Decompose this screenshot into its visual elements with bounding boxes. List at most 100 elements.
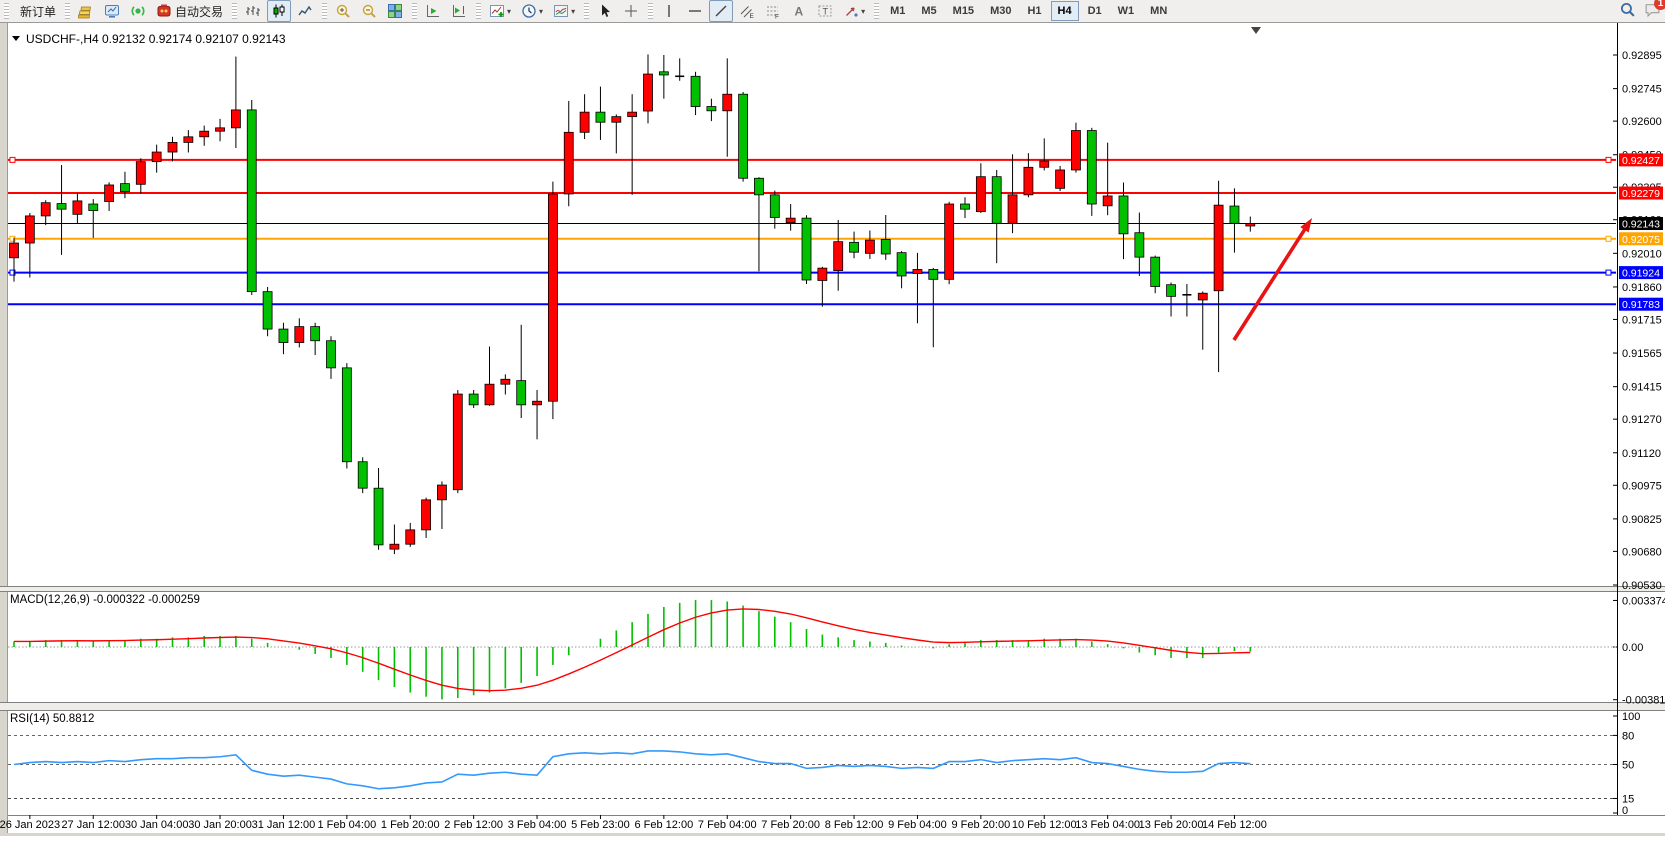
chart-shift-icon	[453, 5, 466, 17]
main-toolbar: 新订单 自动交易 ▾ ▾ ▾ E F A T ▾ M1 M5 M15 M30 H1 H4 D1 W1 MN 1	[0, 0, 1665, 23]
price-tick-label: 0.92010	[1622, 248, 1662, 260]
fibo-icon: F	[767, 6, 779, 20]
candle-body	[183, 136, 194, 143]
date-label: 5 Feb 23:00	[571, 819, 630, 831]
price-chart-canvas[interactable]: 0.928950.927450.926000.924500.923050.921…	[0, 23, 1665, 836]
chart-shift-button[interactable]	[447, 0, 471, 22]
price-tick-label: 0.91715	[1622, 314, 1662, 326]
accounts-button[interactable]	[100, 0, 124, 22]
tile-windows-icon	[388, 4, 403, 18]
candle-body	[40, 202, 51, 217]
search-button[interactable]	[1619, 1, 1636, 23]
bar-chart-button[interactable]	[241, 0, 265, 22]
date-label: 26 Jan 2023	[0, 819, 60, 831]
templates-button[interactable]: ▾	[549, 0, 579, 22]
candle-body	[1245, 223, 1256, 227]
line-handle[interactable]	[1605, 235, 1612, 242]
tf-H4-button[interactable]: H4	[1050, 1, 1079, 21]
trendline-button[interactable]	[709, 0, 734, 22]
toolbar-grip	[648, 3, 654, 19]
date-label: 30 Jan 20:00	[188, 819, 252, 831]
periods-button[interactable]: ▾	[517, 0, 547, 22]
candle-body	[801, 217, 812, 281]
candle-chart-icon	[273, 4, 285, 18]
candle-body	[912, 269, 923, 274]
price-badge	[1619, 217, 1663, 231]
zoom-out-button[interactable]	[357, 0, 381, 22]
candle-body	[722, 93, 733, 112]
chart-title: USDCHF-,H4 0.92132 0.92174 0.92107 0.921…	[26, 32, 286, 46]
trend-arrow-head[interactable]	[1300, 218, 1312, 233]
candle-body	[120, 183, 130, 193]
chat-button[interactable]: 1	[1644, 0, 1665, 23]
chart-menu-arrow-icon[interactable]	[12, 36, 20, 41]
gold-button[interactable]	[74, 0, 98, 22]
crosshair-button[interactable]	[619, 0, 643, 22]
shapes-icon	[846, 7, 858, 17]
candle-body	[1023, 166, 1034, 196]
tf-M30-button[interactable]: M30	[990, 5, 1012, 17]
tf-W1-button[interactable]: W1	[1117, 5, 1135, 17]
candle-body	[865, 239, 875, 254]
rsi-label: RSI(14) 50.8812	[10, 713, 94, 725]
pane-splitter[interactable]	[0, 702, 1665, 711]
channel-button[interactable]: E	[735, 0, 759, 22]
line-handle[interactable]	[9, 235, 16, 242]
price-tick-label: 0.91270	[1622, 414, 1662, 426]
cursor-button[interactable]	[593, 0, 617, 22]
new-order-button[interactable]: 新订单	[13, 0, 60, 22]
svg-text:A: A	[795, 5, 804, 19]
candle-body	[24, 215, 35, 244]
toolbar-grip	[65, 3, 71, 19]
trend-arrow-shaft[interactable]	[1232, 225, 1309, 341]
auto-scroll-button[interactable]	[421, 0, 445, 22]
zoom-in-button[interactable]	[331, 0, 355, 22]
candle-body	[1102, 195, 1113, 207]
shapes-button[interactable]: ▾	[839, 0, 869, 22]
line-handle[interactable]	[1605, 156, 1612, 163]
hline-button[interactable]	[683, 0, 707, 22]
price-tick-label: 0.91860	[1622, 282, 1662, 294]
candle-body	[484, 383, 495, 406]
autotrade-button[interactable]: 自动交易	[152, 0, 227, 22]
line-handle[interactable]	[1605, 269, 1612, 276]
tile-windows-button[interactable]	[383, 0, 407, 22]
indicators-button[interactable]: ▾	[485, 0, 515, 22]
signals-button[interactable]	[126, 0, 150, 22]
fibo-button[interactable]: F	[761, 0, 785, 22]
candle-chart-button[interactable]	[267, 0, 292, 22]
tf-D1-button[interactable]: D1	[1087, 5, 1102, 17]
vline-button[interactable]	[657, 0, 681, 22]
price-tick-label: 0.91120	[1622, 448, 1661, 460]
tf-M1-button[interactable]: M1	[890, 5, 906, 17]
candle-body	[1071, 130, 1081, 171]
tf-M5-button[interactable]: M5	[921, 5, 937, 17]
text-button[interactable]: A	[787, 0, 811, 22]
date-label: 9 Feb 20:00	[951, 819, 1010, 831]
line-chart-button[interactable]	[293, 0, 317, 22]
label-button[interactable]: T	[813, 0, 837, 22]
candle-body	[167, 141, 178, 153]
svg-text:E: E	[750, 13, 755, 19]
line-handle[interactable]	[9, 269, 16, 276]
candle-body	[104, 184, 114, 202]
tf-M15-button[interactable]: M15	[952, 5, 975, 17]
clock-icon	[522, 4, 536, 18]
candle-body	[500, 378, 511, 385]
toolbar-grip	[4, 3, 9, 19]
tf-H1-button[interactable]: H1	[1027, 5, 1042, 17]
line-handle[interactable]	[9, 156, 16, 163]
svg-text:F: F	[775, 14, 779, 20]
svg-text:T: T	[823, 7, 829, 17]
candle-body	[706, 106, 717, 112]
candle-body	[579, 111, 590, 133]
chart-shift-marker[interactable]	[1251, 27, 1261, 34]
template-icon	[554, 5, 569, 17]
signal-icon	[131, 6, 145, 16]
trendline-icon	[715, 5, 727, 17]
candle-body	[1213, 204, 1224, 292]
candle-body	[516, 380, 527, 406]
pane-splitter[interactable]	[0, 586, 1665, 592]
tf-MN-button[interactable]: MN	[1150, 5, 1168, 17]
candle-body	[1039, 160, 1050, 168]
